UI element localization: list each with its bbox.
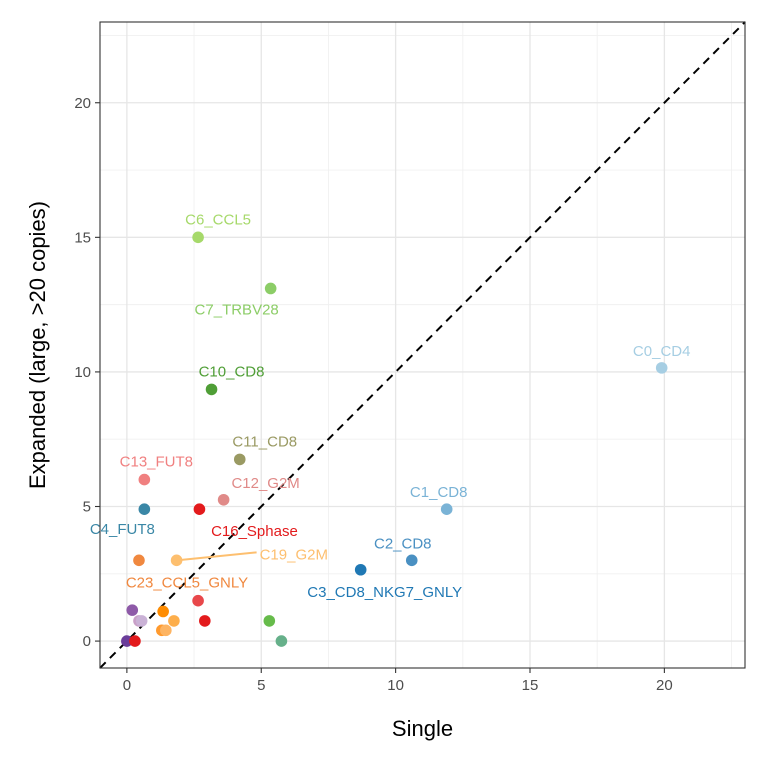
data-point bbox=[263, 615, 276, 627]
reference-line-group bbox=[99, 21, 746, 669]
point-label: C4_FUT8 bbox=[90, 521, 155, 538]
data-point bbox=[440, 503, 453, 515]
point-label: C19_G2M bbox=[260, 546, 328, 563]
point-label: C13_FUT8 bbox=[120, 454, 193, 471]
panel-border bbox=[99, 21, 746, 669]
data-point bbox=[192, 594, 204, 607]
grid-lines bbox=[100, 22, 745, 668]
data-point bbox=[160, 624, 172, 637]
data-point bbox=[655, 362, 668, 374]
data-point bbox=[205, 383, 218, 396]
axis-ticks: 0 5 10 15 20 0 5 10 15 20 bbox=[74, 95, 672, 694]
data-point bbox=[264, 282, 277, 295]
y-tick-label: 15 bbox=[74, 229, 91, 246]
x-axis-title: Single bbox=[392, 716, 453, 741]
y-tick-label: 0 bbox=[83, 633, 91, 650]
data-point bbox=[138, 473, 151, 486]
point-label: C6_CCL5 bbox=[185, 211, 251, 228]
point-label: C7_TRBV28 bbox=[195, 301, 279, 318]
data-point bbox=[275, 635, 288, 647]
point-label: C23_CCL5_GNLY bbox=[126, 574, 248, 591]
point-label: C3_CD8_NKG7_GNLY bbox=[307, 584, 462, 601]
point-label: C1_CD8 bbox=[410, 484, 468, 501]
data-point bbox=[192, 231, 204, 244]
y-tick-label: 5 bbox=[83, 499, 91, 516]
data-point bbox=[233, 453, 246, 466]
point-labels: C0_CD4 C1_CD8 C2_CD8 C3_CD8_NKG7_GNLY C4_FUT… bbox=[90, 211, 691, 600]
data-point bbox=[129, 635, 141, 647]
identity-line bbox=[99, 21, 746, 669]
x-tick-label: 0 bbox=[123, 677, 131, 694]
data-point bbox=[168, 615, 180, 627]
data-point bbox=[121, 635, 133, 647]
point-label: C16_Sphase bbox=[211, 523, 298, 540]
x-tick-label: 10 bbox=[387, 677, 404, 694]
x-tick-label: 20 bbox=[656, 677, 673, 694]
data-point bbox=[217, 493, 230, 506]
data-point bbox=[199, 615, 211, 627]
data-point bbox=[157, 605, 169, 618]
label-connector-line bbox=[176, 551, 257, 562]
y-tick-label: 10 bbox=[74, 364, 91, 381]
data-point bbox=[193, 503, 206, 515]
data-point bbox=[133, 554, 145, 567]
point-label: C2_CD8 bbox=[374, 535, 432, 552]
data-point bbox=[126, 604, 139, 616]
data-point bbox=[405, 554, 418, 567]
point-label: C12_G2M bbox=[231, 475, 299, 492]
data-point bbox=[138, 503, 151, 515]
point-label: C10_CD8 bbox=[199, 363, 265, 380]
y-tick-label: 20 bbox=[74, 95, 91, 112]
point-label: C0_CD4 bbox=[633, 343, 691, 360]
data-points bbox=[121, 231, 668, 647]
y-axis-title: Expanded (large, >20 copies) bbox=[25, 201, 50, 489]
data-point bbox=[354, 563, 367, 576]
x-tick-label: 15 bbox=[522, 677, 539, 694]
data-point bbox=[135, 615, 148, 627]
point-label: C11_CD8 bbox=[232, 433, 297, 450]
x-tick-label: 5 bbox=[257, 677, 265, 694]
